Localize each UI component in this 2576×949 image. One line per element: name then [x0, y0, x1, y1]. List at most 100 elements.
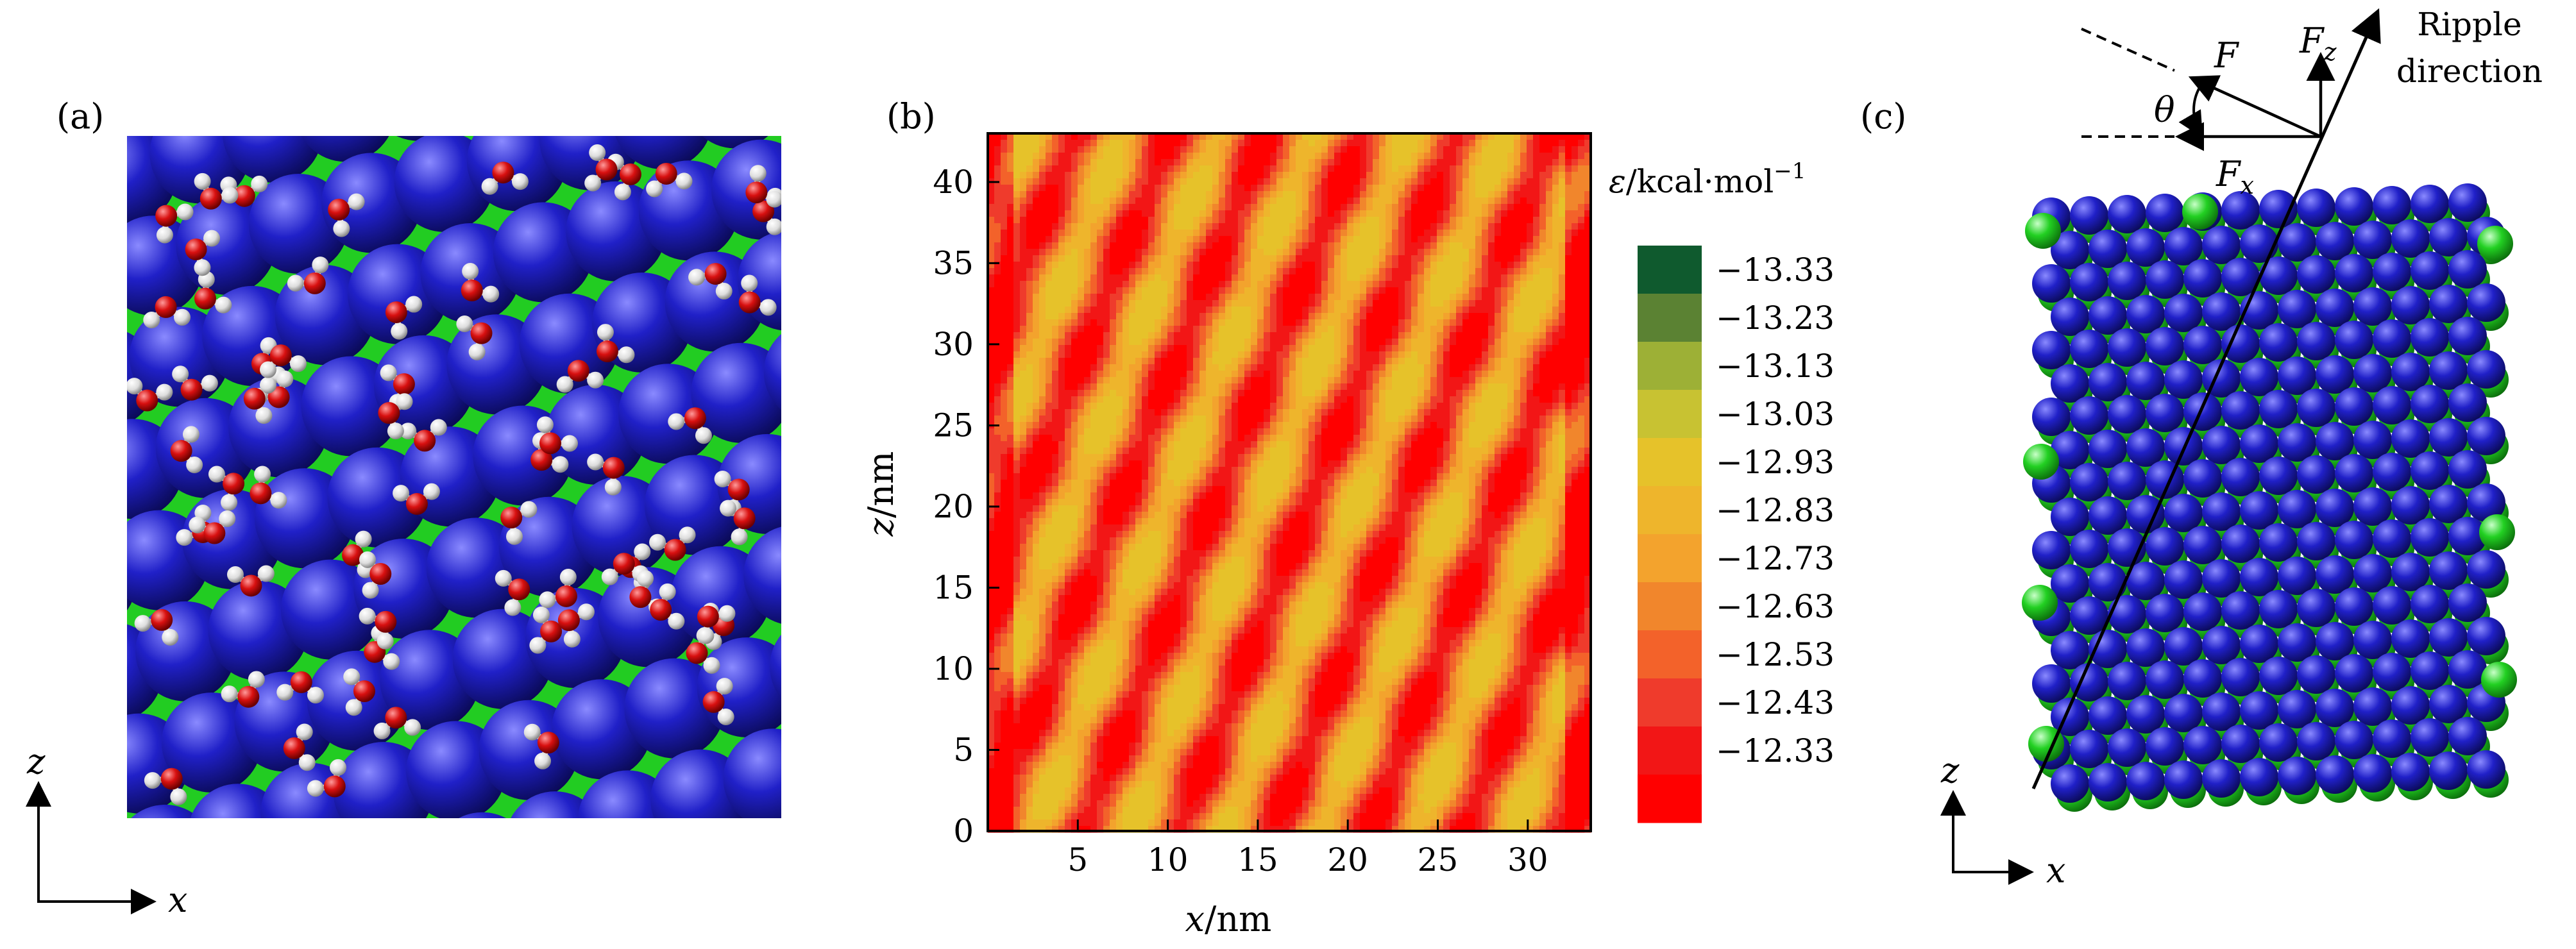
heatmap-cell	[1264, 236, 1271, 243]
heatmap-cell	[1193, 242, 1200, 249]
heatmap-cell	[1206, 281, 1213, 288]
heatmap-cell	[1238, 326, 1245, 333]
heatmap-cell	[1007, 146, 1014, 153]
heatmap-cell	[1572, 172, 1579, 179]
heatmap-cell	[994, 351, 1001, 358]
heatmap-cell	[1264, 210, 1271, 217]
heatmap-cell	[1225, 390, 1232, 397]
heatmap-cell	[1533, 140, 1540, 147]
heatmap-cell	[1078, 422, 1085, 429]
heatmap-cell	[1353, 165, 1360, 172]
heatmap-cell	[1161, 435, 1168, 442]
heatmap-cell	[1475, 255, 1482, 262]
heatmap-cell	[1206, 165, 1213, 172]
heatmap-cell	[1084, 345, 1091, 352]
heatmap-cell	[1514, 403, 1521, 410]
heatmap-cell	[1385, 422, 1393, 429]
heatmap-cell	[1443, 351, 1450, 358]
heatmap-cell	[1090, 262, 1097, 269]
heatmap-cell	[1276, 351, 1284, 358]
heatmap-cell	[1129, 172, 1136, 179]
heatmap-cell	[1347, 217, 1354, 224]
heatmap-cell	[1430, 409, 1437, 416]
heatmap-cell	[1488, 358, 1495, 365]
heatmap-cell	[1155, 242, 1162, 249]
heatmap-cell	[1584, 371, 1591, 378]
heatmap-cell	[1219, 300, 1226, 307]
heatmap-cell	[1167, 210, 1174, 217]
heatmap-cell	[1539, 197, 1546, 205]
heatmap-cell	[1071, 191, 1078, 198]
heatmap-cell	[1475, 383, 1482, 391]
heatmap-cell	[1193, 262, 1200, 269]
heatmap-cell	[1328, 339, 1335, 346]
heatmap-cell	[1539, 281, 1546, 288]
heatmap-cell	[1527, 409, 1534, 416]
heatmap-cell	[1264, 396, 1271, 403]
heatmap-cell	[1071, 307, 1078, 314]
heatmap-cell	[1514, 428, 1521, 435]
heatmap-cell	[1546, 223, 1553, 230]
heatmap-cell	[1469, 351, 1476, 358]
heatmap-cell	[1353, 351, 1360, 358]
heatmap-cell	[1495, 185, 1502, 192]
heatmap-cell	[1078, 409, 1085, 416]
heatmap-cell	[1366, 300, 1373, 307]
heatmap-cell	[1456, 236, 1463, 243]
heatmap-cell	[1328, 165, 1335, 172]
heatmap-cell	[1193, 403, 1200, 410]
heatmap-cell	[1572, 140, 1579, 147]
heatmap-cell	[1385, 396, 1393, 403]
heatmap-cell	[1065, 281, 1072, 288]
heatmap-cell	[1090, 300, 1097, 307]
heatmap-cell	[1199, 165, 1207, 172]
heatmap-cell	[1334, 268, 1341, 275]
heatmap-cell	[1552, 403, 1559, 410]
heatmap-cell	[1193, 140, 1200, 147]
heatmap-cell	[1405, 236, 1412, 243]
heatmap-cell	[1501, 332, 1508, 339]
heatmap-cell	[1456, 294, 1463, 301]
heatmap-cell	[1450, 159, 1457, 166]
heatmap-cell	[988, 236, 995, 243]
heatmap-cell	[1462, 339, 1470, 346]
heatmap-cell	[1584, 249, 1591, 256]
heatmap-cell	[988, 159, 995, 166]
heatmap-cell	[1533, 255, 1540, 262]
heatmap-cell	[1046, 422, 1053, 429]
water-molecule	[393, 483, 440, 515]
heatmap-cell	[1071, 422, 1078, 429]
heatmap-cell	[1539, 191, 1546, 198]
heatmap-cell	[1507, 262, 1514, 269]
hydrogen-atom	[201, 374, 218, 392]
heatmap-cell	[1180, 403, 1187, 410]
heatmap-cell	[1520, 326, 1527, 333]
heatmap-cell	[1584, 146, 1591, 153]
heatmap-cell	[1559, 140, 1566, 147]
heatmap-cell	[1398, 409, 1405, 416]
heatmap-cell	[1328, 422, 1335, 429]
heatmap-cell	[1193, 217, 1200, 224]
heatmap-cell	[1398, 358, 1405, 365]
heatmap-cell	[994, 185, 1001, 192]
heatmap-cell	[1450, 217, 1457, 224]
heatmap-cell	[1033, 422, 1040, 429]
heatmap-cell	[1405, 140, 1412, 147]
heatmap-cell	[1488, 255, 1495, 262]
heatmap-cell	[1392, 332, 1399, 339]
heatmap-cell	[1283, 422, 1290, 429]
heatmap-cell	[1584, 172, 1591, 179]
heatmap-cell	[1334, 313, 1341, 320]
heatmap-cell	[1078, 416, 1085, 423]
heatmap-cell	[1443, 223, 1450, 230]
heatmap-cell	[1180, 159, 1187, 166]
heatmap-cell	[1341, 383, 1348, 391]
heatmap-cell	[1276, 390, 1284, 397]
heatmap-cell	[1289, 319, 1296, 326]
heatmap-cell	[1148, 146, 1155, 153]
heatmap-cell	[1078, 326, 1085, 333]
heatmap-cell	[1276, 242, 1284, 249]
heatmap-cell	[1078, 364, 1085, 371]
heatmap-cell	[1155, 262, 1162, 269]
heatmap-cell	[1527, 319, 1534, 326]
